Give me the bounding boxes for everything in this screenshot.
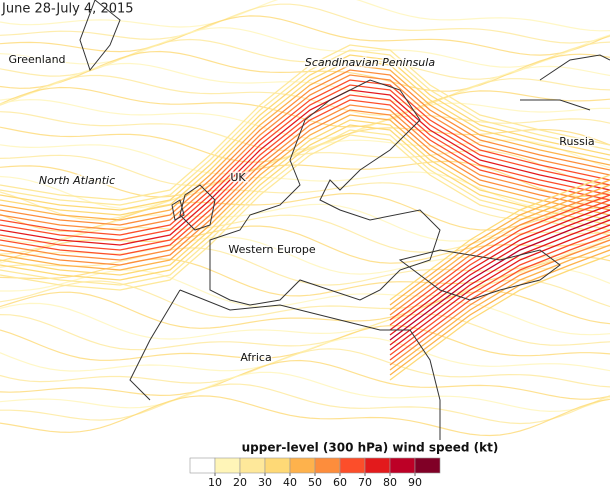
color-swatch bbox=[364, 457, 391, 474]
streamline bbox=[0, 336, 610, 372]
streamline bbox=[389, 199, 610, 326]
map-title: June 28-July 4, 2015 bbox=[1, 2, 134, 17]
streamline bbox=[0, 256, 610, 297]
streamline bbox=[0, 98, 610, 140]
streamline bbox=[389, 184, 610, 311]
streamline bbox=[0, 313, 610, 351]
streamline bbox=[0, 54, 610, 211]
streamline bbox=[389, 219, 610, 346]
tick-label: 60 bbox=[333, 476, 347, 489]
streamline bbox=[389, 179, 610, 306]
streamline bbox=[389, 174, 610, 301]
streamline bbox=[389, 249, 610, 376]
tick-label: 10 bbox=[208, 476, 222, 489]
streamline bbox=[0, 203, 610, 244]
tick-label: 30 bbox=[258, 476, 272, 489]
streamline bbox=[0, 324, 610, 361]
streamline bbox=[0, 171, 610, 210]
streamline bbox=[0, 371, 610, 413]
color-swatch bbox=[339, 457, 366, 474]
region-label: Africa bbox=[240, 351, 271, 364]
color-swatch bbox=[214, 457, 241, 474]
color-swatch bbox=[389, 457, 416, 474]
region-label: UK bbox=[230, 171, 246, 184]
streamline bbox=[0, 49, 610, 206]
streamline bbox=[389, 214, 610, 341]
streamline bbox=[389, 189, 610, 316]
streamline bbox=[0, 59, 610, 216]
streamline bbox=[0, 99, 610, 256]
region-label: Greenland bbox=[8, 53, 65, 66]
streamline bbox=[0, 69, 610, 226]
streamline bbox=[0, 50, 610, 92]
streamline bbox=[0, 395, 610, 437]
streamline bbox=[0, 182, 610, 221]
tick-label: 70 bbox=[358, 476, 372, 489]
streamline bbox=[0, 114, 610, 271]
streamline bbox=[0, 279, 610, 319]
color-swatch bbox=[314, 457, 341, 474]
tick-label: 80 bbox=[383, 476, 397, 489]
streamline bbox=[389, 194, 610, 321]
color-swatch bbox=[289, 457, 316, 474]
streamline bbox=[0, 27, 610, 68]
streamline bbox=[389, 224, 610, 351]
streamline bbox=[389, 204, 610, 331]
streamline bbox=[389, 229, 610, 356]
tick-label: 90 bbox=[408, 476, 422, 489]
streamline bbox=[0, 160, 610, 198]
streamline bbox=[0, 124, 610, 281]
region-label: Russia bbox=[559, 135, 594, 148]
streamline bbox=[0, 104, 610, 261]
streamline bbox=[0, 225, 610, 264]
streamline bbox=[389, 244, 610, 371]
legend-title: upper-level (300 hPa) wind speed (kt) bbox=[242, 441, 499, 455]
color-bar: 10 20 30 40 50 60 70 80 90 bbox=[189, 457, 441, 489]
streamline bbox=[389, 209, 610, 336]
streamline bbox=[0, 84, 610, 241]
region-label: North Atlantic bbox=[39, 174, 115, 187]
region-label: Western Europe bbox=[228, 243, 316, 256]
streamline bbox=[0, 383, 610, 425]
streamline bbox=[0, 0, 610, 32]
coastlines bbox=[79, 0, 610, 440]
streamline bbox=[0, 74, 610, 231]
streamline bbox=[0, 134, 610, 291]
color-swatch bbox=[414, 457, 441, 474]
region-label: Scandinavian Peninsula bbox=[305, 56, 435, 69]
color-swatch bbox=[264, 457, 291, 474]
streamline bbox=[0, 62, 610, 104]
color-swatch bbox=[189, 457, 216, 474]
streamline bbox=[0, 44, 610, 201]
tick-label: 20 bbox=[233, 476, 247, 489]
streamline bbox=[0, 15, 610, 56]
streamline bbox=[389, 254, 610, 381]
streamline bbox=[0, 129, 610, 286]
streamline bbox=[0, 109, 610, 266]
color-swatch bbox=[239, 457, 266, 474]
streamline bbox=[0, 79, 610, 236]
streamline bbox=[0, 3, 610, 44]
tick-label: 50 bbox=[308, 476, 322, 489]
streamline bbox=[0, 94, 610, 251]
streamline bbox=[0, 192, 610, 232]
streamline bbox=[0, 359, 610, 400]
streamlines bbox=[0, 0, 610, 437]
tick-label: 40 bbox=[283, 476, 297, 489]
streamline bbox=[389, 239, 610, 366]
streamline bbox=[0, 119, 610, 276]
streamline bbox=[0, 301, 610, 340]
streamline bbox=[0, 245, 610, 286]
streamline bbox=[0, 139, 610, 175]
streamline bbox=[0, 89, 610, 246]
streamline bbox=[0, 290, 610, 329]
streamline bbox=[0, 64, 610, 221]
streamline bbox=[389, 234, 610, 361]
streamline bbox=[0, 214, 610, 255]
streamline bbox=[0, 348, 610, 388]
